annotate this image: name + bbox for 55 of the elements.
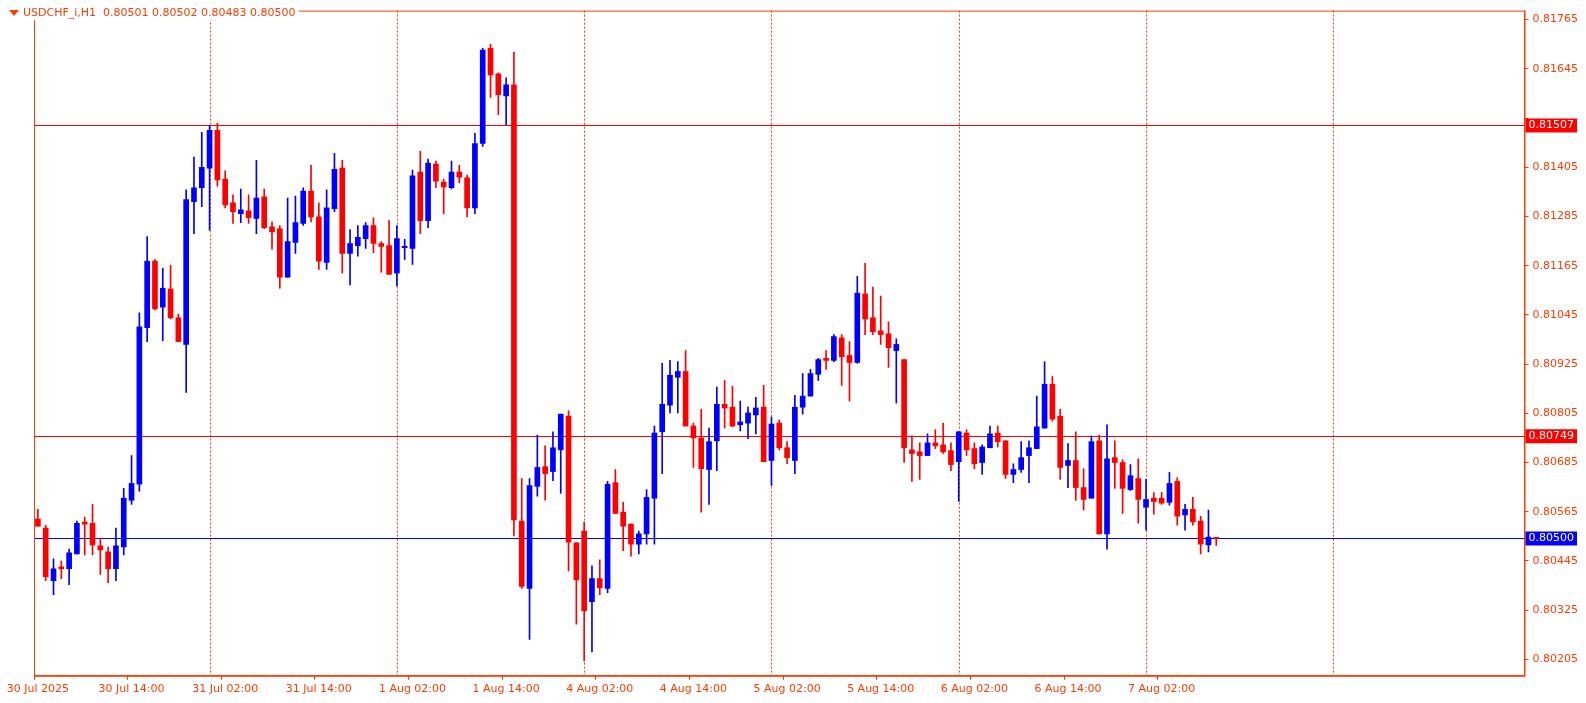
x-tick-label: 5 Aug 02:00: [753, 682, 821, 696]
x-tick-label: 30 Jul 2025: [6, 682, 70, 696]
candlestick: [269, 221, 275, 250]
candlestick: [877, 295, 884, 345]
y-tick-label: 0.80205: [1532, 652, 1579, 666]
y-tick-label: 0.81165: [1532, 258, 1579, 272]
candlestick: [347, 229, 353, 286]
candlestick: [659, 362, 666, 474]
candlestick: [1143, 479, 1149, 531]
y-tick-label: 0.80445: [1532, 553, 1579, 567]
ref-line-label: 0.80749: [1528, 429, 1575, 443]
candlestick: [1026, 440, 1032, 483]
y-tick-label: 0.80565: [1532, 504, 1579, 518]
x-tick-label: 7 Aug 02:00: [1128, 682, 1196, 696]
candlestick: [378, 241, 385, 273]
x-tick-label: 4 Aug 14:00: [659, 682, 727, 696]
x-tick-label: 6 Aug 14:00: [1034, 682, 1102, 696]
candlestick: [542, 445, 548, 501]
candlestick: [753, 397, 759, 435]
candlestick: [1065, 443, 1071, 488]
y-tick-label: 0.81765: [1532, 12, 1579, 26]
candlestick: [58, 560, 65, 579]
y-tick-label: 0.80325: [1532, 603, 1579, 617]
candlestick: [401, 239, 408, 260]
y-tick-label: 0.80685: [1532, 455, 1579, 469]
x-tick-label: 1 Aug 02:00: [378, 682, 447, 696]
x-tick-label: 4 Aug 02:00: [566, 682, 634, 696]
y-tick-label: 0.81405: [1532, 160, 1579, 174]
chart-title: USDCHF_i,H1 0.80501 0.80502 0.80483 0.80500: [23, 6, 296, 19]
x-tick-label: 1 Aug 14:00: [472, 682, 540, 696]
candlestick: [893, 338, 900, 404]
y-tick-label: 0.80925: [1532, 356, 1579, 370]
ref-line-label: 0.80500: [1528, 531, 1575, 545]
candlestick: [1151, 492, 1157, 515]
candlestick: [191, 156, 197, 235]
candlestick: [823, 350, 829, 370]
y-tick-label: 0.81285: [1532, 209, 1579, 223]
candlestick: [1182, 504, 1188, 531]
candlestick: [1111, 440, 1118, 489]
x-tick-label: 31 Jul 02:00: [192, 682, 259, 696]
ref-line-label: 0.81507: [1528, 118, 1575, 132]
candlestick: [237, 188, 244, 223]
x-tick-label: 6 Aug 02:00: [940, 682, 1008, 696]
candlestick: [1213, 537, 1220, 546]
candlestick: [503, 77, 509, 125]
candlestick: [440, 178, 447, 214]
candlestick: [737, 400, 744, 432]
candlestick: [674, 361, 681, 414]
y-tick-label: 0.81645: [1532, 61, 1579, 75]
y-tick-label: 0.80805: [1532, 406, 1579, 420]
x-tick-label: 5 Aug 14:00: [847, 682, 915, 696]
y-tick-label: 0.81045: [1532, 307, 1579, 321]
x-tick-label: 30 Jul 14:00: [98, 682, 165, 696]
candlestick: [916, 442, 923, 480]
x-tick-label: 31 Jul 14:00: [285, 682, 352, 696]
